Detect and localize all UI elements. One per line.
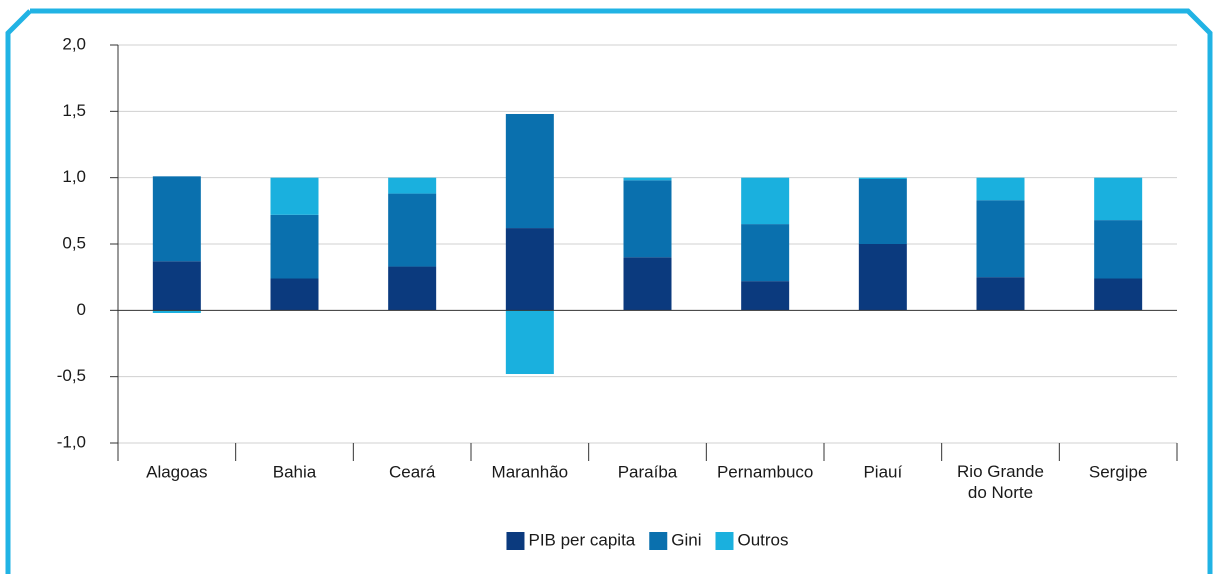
bar-segment — [976, 177, 1025, 201]
frame — [5, 8, 1213, 574]
bar-segment — [741, 177, 790, 225]
legend-label: Outros — [737, 530, 788, 549]
bar-segment — [505, 113, 554, 229]
bar-segment — [623, 257, 672, 311]
x-tick-label: Ceará — [389, 462, 436, 481]
bar-segment — [388, 177, 437, 194]
x-tick-label: Sergipe — [1089, 462, 1148, 481]
bar-segment — [152, 310, 201, 313]
x-tick-label: Paraíba — [618, 462, 678, 481]
y-tick-label: -0,5 — [57, 366, 86, 385]
bar-segment — [976, 200, 1025, 278]
y-tick-label: 1,5 — [62, 101, 86, 120]
bar-segment — [152, 176, 201, 262]
x-tick-label: Pernambuco — [717, 462, 813, 481]
bar-segment — [741, 281, 790, 311]
x-tick-label: Rio Grande do Norte — [957, 462, 1044, 502]
bar-segment — [270, 177, 319, 215]
y-tick-label: -1,0 — [57, 432, 86, 451]
legend-item: Gini — [649, 530, 701, 550]
bar-segment — [858, 177, 907, 179]
bar-segment — [858, 178, 907, 244]
y-tick-label: 1,0 — [62, 167, 86, 186]
bar-segment — [505, 228, 554, 311]
y-tick-label: 0 — [77, 300, 86, 319]
bar-segment — [270, 278, 319, 311]
x-tick-label: Bahia — [273, 462, 317, 481]
legend-item: Outros — [715, 530, 789, 550]
bar-segment — [976, 277, 1025, 311]
legend-item: PIB per capita — [506, 530, 636, 550]
bar-segment — [623, 177, 672, 181]
bar-segment — [152, 261, 201, 311]
legend-swatch — [715, 532, 734, 550]
legend-label: PIB per capita — [528, 530, 635, 549]
bar-segment — [623, 180, 672, 258]
y-tick-label: 2,0 — [62, 34, 86, 53]
x-tick-label: Maranhão — [492, 462, 569, 481]
bar-segment — [270, 214, 319, 279]
bar-segment — [1094, 278, 1143, 311]
x-tick-label: Alagoas — [146, 462, 207, 481]
bar-segment — [1094, 220, 1143, 279]
bar-segment — [1094, 177, 1143, 221]
bar-segment — [388, 266, 437, 311]
bar-segment — [741, 224, 790, 282]
y-tick-label: 0,5 — [62, 233, 86, 252]
legend-swatch — [649, 532, 668, 550]
legend-label: Gini — [671, 530, 701, 549]
bar-segment — [388, 193, 437, 267]
bar-segment — [505, 310, 554, 375]
x-tick-label: Piauí — [863, 462, 902, 481]
legend-swatch — [506, 532, 525, 550]
bar-segment — [858, 244, 907, 311]
